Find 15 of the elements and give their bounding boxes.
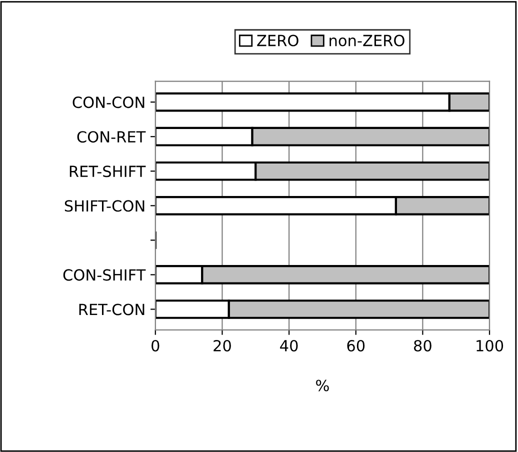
x-tick-label: 80	[414, 340, 432, 352]
x-tick-label: 20	[214, 340, 231, 352]
x-tick-label: 100	[476, 340, 504, 352]
x-tick-label: 0	[152, 340, 160, 352]
x-tick-label: 60	[347, 340, 365, 352]
legend-label: non-ZERO	[330, 34, 404, 46]
y-tick-label: CON-CON	[72, 96, 144, 108]
y-tick-label: RET-CON	[79, 304, 144, 316]
x-tick-label: 40	[280, 340, 298, 352]
legend-label: ZERO	[257, 34, 298, 46]
x-axis-title: %	[316, 380, 329, 392]
y-tick-label: RET-SHIFT	[70, 166, 146, 178]
y-tick-label: CON-SHIFT	[63, 269, 146, 281]
y-tick-label: CON-RET	[77, 131, 146, 143]
y-tick-label: SHIFT-CON	[64, 200, 144, 212]
